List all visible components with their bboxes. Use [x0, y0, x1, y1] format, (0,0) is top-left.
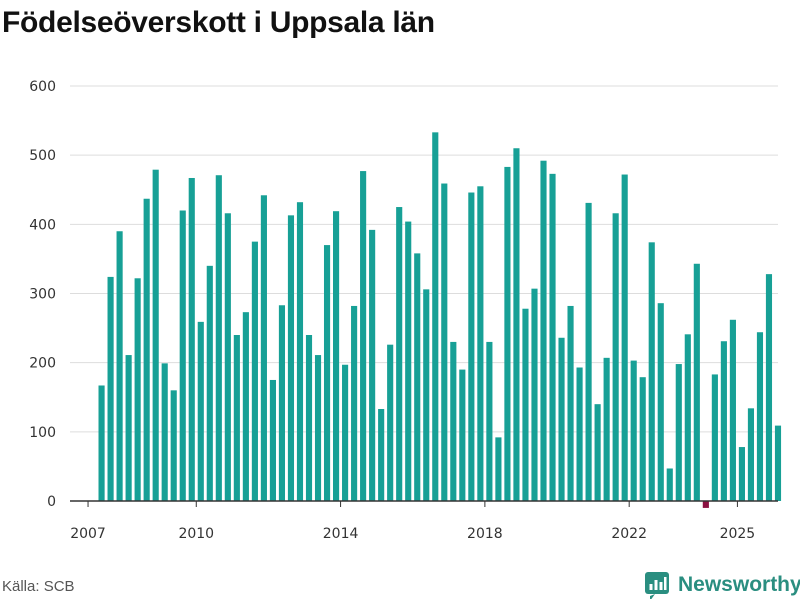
bar [747, 408, 755, 501]
bar [233, 335, 240, 501]
bar [405, 221, 412, 501]
bar [603, 357, 610, 501]
bar [143, 198, 150, 502]
bar [450, 341, 457, 501]
bar [387, 344, 394, 501]
bar [531, 288, 538, 501]
bar [756, 332, 764, 501]
bar [323, 245, 331, 501]
bar [459, 369, 466, 501]
bar [251, 241, 258, 502]
y-tick-label: 400 [29, 217, 56, 233]
y-tick-label: 600 [29, 79, 56, 95]
bar [342, 364, 349, 501]
bar [765, 274, 773, 501]
bar [441, 183, 448, 501]
bar [702, 501, 709, 508]
bars [98, 132, 782, 508]
bar [558, 337, 565, 501]
bar [206, 265, 213, 501]
bar [224, 213, 231, 501]
newsworthy-logo-icon [645, 572, 669, 599]
bar [414, 253, 421, 501]
bar [594, 404, 601, 501]
bar [720, 341, 727, 501]
bar [684, 334, 691, 501]
x-tick-label: 2022 [611, 526, 647, 542]
bar [621, 174, 628, 501]
source-label: Källa: SCB [2, 578, 75, 595]
bar [197, 321, 204, 501]
bar [639, 377, 646, 501]
x-tick-label: 2007 [70, 526, 106, 542]
bar [125, 355, 132, 501]
bar [98, 385, 105, 501]
bar [693, 263, 700, 501]
bar [432, 132, 439, 501]
bar [576, 367, 583, 501]
bar [188, 177, 195, 502]
brand-name: Newsworthy [678, 573, 800, 596]
bar [314, 355, 322, 501]
y-tick-label: 200 [29, 356, 56, 372]
y-axis: 0 100 200 300 400 500 600 [29, 79, 56, 510]
bar [107, 276, 114, 501]
bar [486, 341, 493, 501]
bar [287, 215, 295, 501]
bar [170, 390, 177, 501]
bar [567, 305, 574, 501]
x-tick-label: 2014 [323, 526, 359, 542]
bar [215, 175, 222, 501]
bar [738, 447, 745, 501]
bar [549, 173, 556, 501]
bar [378, 409, 385, 501]
x-tick-label: 2025 [720, 526, 756, 542]
bar [242, 312, 249, 501]
bar [612, 213, 619, 501]
bar [774, 425, 782, 501]
chart-title: Födelseöverskott i Uppsala län [2, 6, 435, 39]
bar [116, 231, 123, 501]
bar [296, 202, 304, 501]
bar [540, 160, 547, 501]
bar [423, 289, 430, 501]
bar [351, 305, 358, 501]
bar [522, 308, 529, 501]
bar [585, 202, 592, 501]
bar [260, 195, 267, 501]
bar [729, 319, 736, 501]
bar [657, 303, 664, 501]
y-tick-label: 100 [29, 425, 56, 441]
y-tick-label: 500 [29, 148, 56, 164]
bar [396, 207, 403, 502]
bar [477, 186, 484, 502]
bar [504, 166, 511, 502]
bar [305, 335, 313, 501]
y-tick-label: 300 [29, 287, 56, 303]
x-tick-label: 2010 [178, 526, 214, 542]
bar [152, 169, 159, 501]
bar [179, 210, 186, 501]
y-tick-label: 0 [47, 494, 56, 510]
bar [333, 211, 340, 501]
x-tick-label: 2018 [467, 526, 503, 542]
bar [648, 242, 655, 501]
bar [630, 360, 637, 501]
bar [161, 363, 168, 501]
bar [360, 171, 367, 501]
bar [675, 364, 682, 501]
brand-logo[interactable]: Newsworthy [644, 570, 800, 600]
bar [711, 374, 718, 501]
bar [666, 468, 673, 501]
bar [369, 229, 376, 501]
bar [513, 148, 520, 501]
bar [134, 278, 141, 501]
bar [495, 437, 502, 501]
x-axis: 2007 2010 2014 2018 2022 2025 [70, 500, 778, 542]
bar [468, 192, 475, 501]
bar [269, 379, 276, 501]
bar [278, 305, 286, 501]
